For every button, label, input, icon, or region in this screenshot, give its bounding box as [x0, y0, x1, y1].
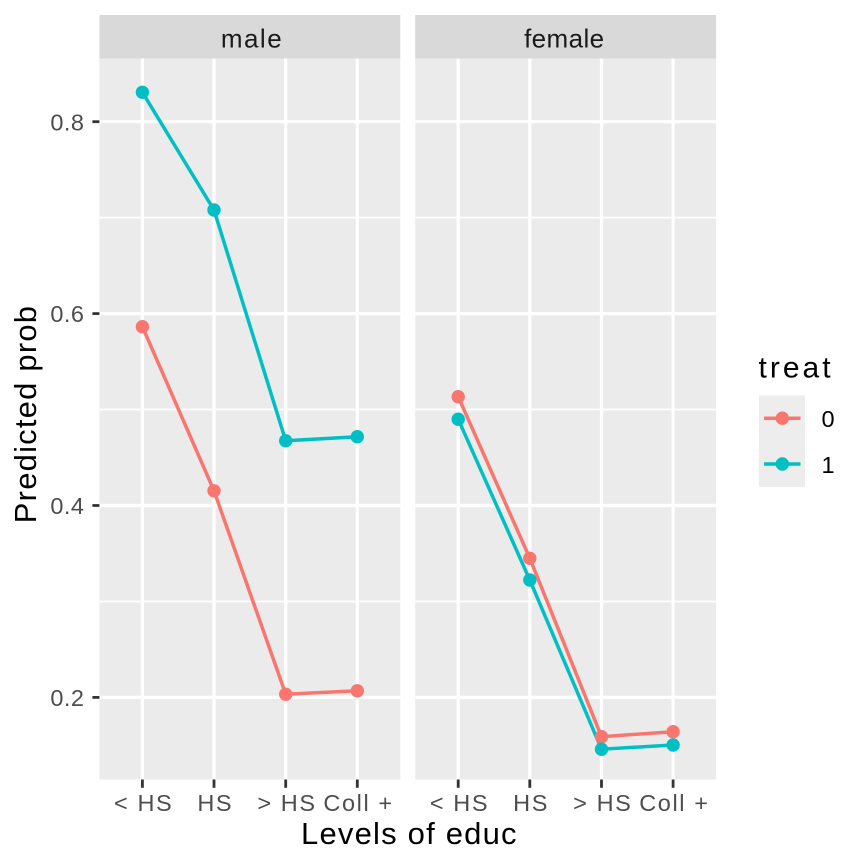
svg-text:0.8: 0.8	[50, 109, 84, 135]
svg-text:0.6: 0.6	[50, 301, 84, 327]
svg-text:HS: HS	[513, 790, 549, 816]
svg-text:Levels of educ: Levels of educ	[301, 816, 518, 851]
svg-text:0.2: 0.2	[50, 685, 84, 711]
svg-text:HS: HS	[197, 790, 233, 816]
svg-text:male: male	[221, 24, 283, 54]
svg-text:< HS: < HS	[430, 790, 489, 816]
svg-text:1: 1	[822, 452, 835, 478]
svg-text:Coll +: Coll +	[323, 790, 393, 816]
svg-text:< HS: < HS	[114, 790, 173, 816]
svg-text:Predicted prob: Predicted prob	[8, 305, 43, 523]
svg-text:> HS: > HS	[573, 790, 632, 816]
svg-text:> HS: > HS	[257, 790, 316, 816]
svg-text:0: 0	[822, 406, 835, 432]
svg-text:Coll +: Coll +	[639, 790, 709, 816]
svg-text:0.4: 0.4	[50, 493, 84, 519]
svg-text:treat: treat	[759, 352, 834, 385]
svg-text:female: female	[524, 24, 604, 54]
